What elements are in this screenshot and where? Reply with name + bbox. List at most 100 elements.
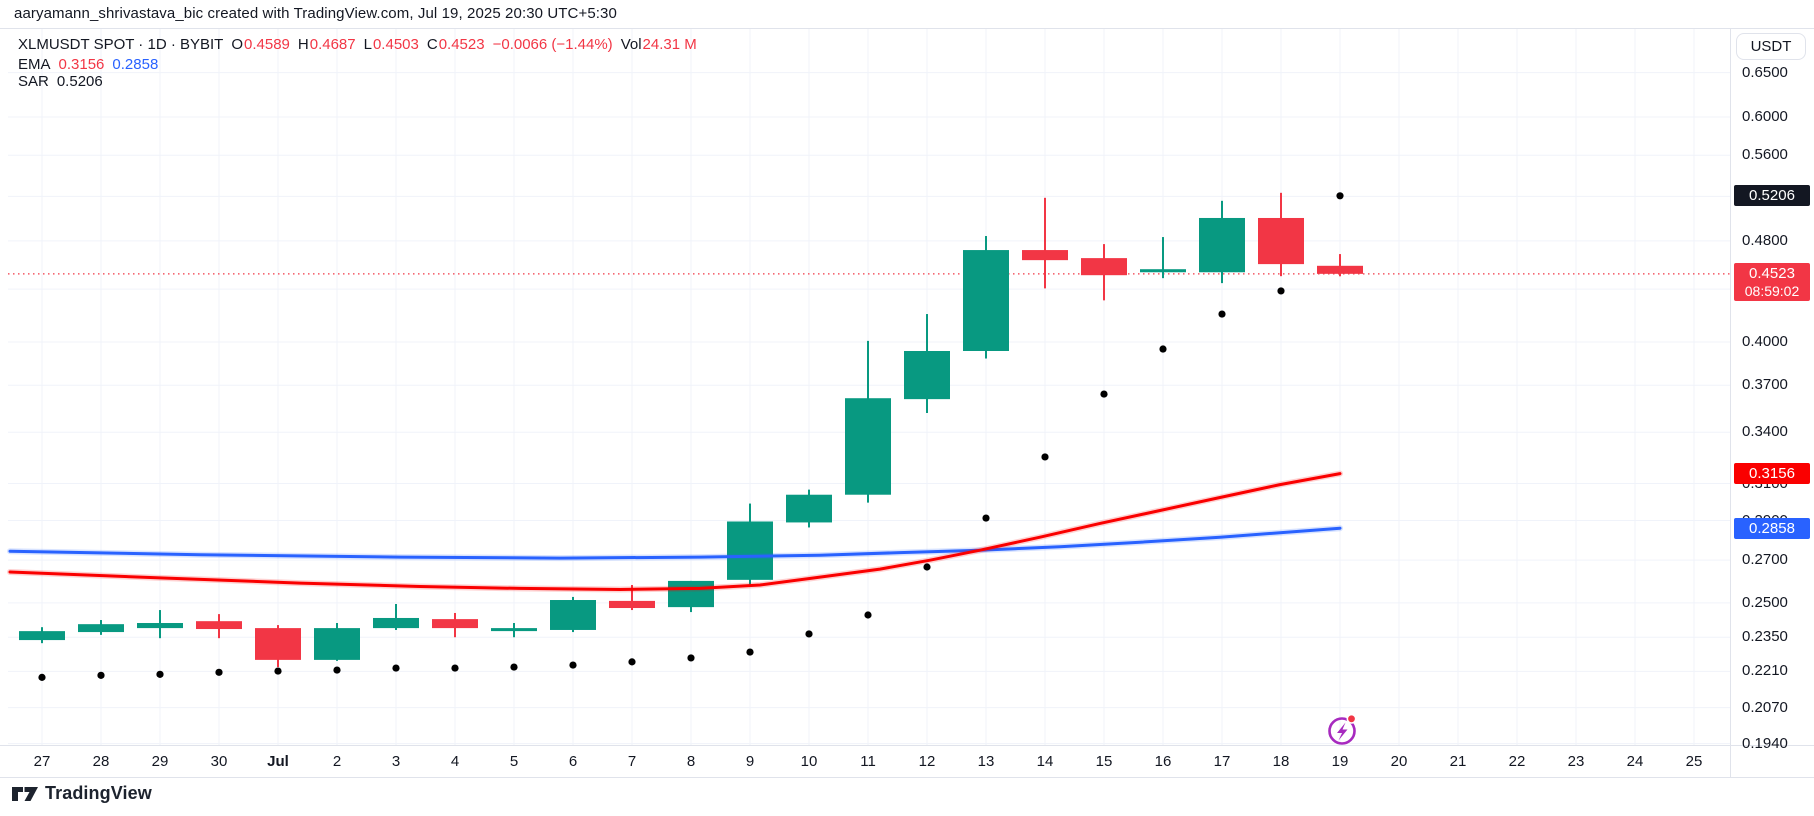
sar-dot	[392, 664, 400, 672]
time-axis-label: 12	[918, 753, 936, 770]
time-axis-label: 5	[509, 753, 519, 770]
time-axis-label: 7	[627, 753, 637, 770]
time-axis-label: 25	[1685, 753, 1703, 770]
price-axis[interactable]: 0.6500 0.6000 0.5600 0.4800 0.4000 0.3700 0.34…	[1730, 28, 1814, 777]
time-axis-label: 6	[568, 753, 578, 770]
time-axis[interactable]: 27 28 29 30 Jul 2 3 4 5 6 7 8 9 10 11 12 13 14 15 16 17 18 19 2…	[0, 745, 1730, 777]
time-axis-label: 21	[1449, 753, 1467, 770]
candle-body	[668, 580, 714, 608]
candle-body	[1258, 217, 1304, 265]
price-axis-label: 0.5600	[1742, 146, 1788, 164]
sar-dot	[156, 670, 164, 678]
ohlc-close: C 0.4523	[426, 36, 485, 53]
sar-dot	[1041, 453, 1049, 461]
sar-dot	[451, 664, 459, 672]
time-axis-label: 15	[1095, 753, 1113, 770]
candle-body	[1199, 217, 1245, 273]
time-axis-label: 16	[1154, 753, 1172, 770]
sar-dot	[982, 514, 990, 522]
sar-value: 0.5206	[56, 73, 103, 90]
ema-slow-value: 0.2858	[112, 56, 159, 73]
ema-label: EMA	[18, 56, 51, 73]
sar-dot	[628, 658, 636, 666]
tradingview-logo-icon	[12, 786, 38, 801]
time-axis-label: 3	[391, 753, 401, 770]
time-axis-label: 22	[1508, 753, 1526, 770]
sar-dot	[1277, 287, 1285, 295]
price-axis-label: 0.6500	[1742, 63, 1788, 81]
candle-body	[432, 619, 478, 629]
currency-unit-button[interactable]: USDT	[1736, 33, 1806, 60]
ohlc-high: H 0.4687	[297, 36, 356, 53]
time-axis-label: 11	[860, 753, 876, 770]
flash-event-icon[interactable]	[1328, 713, 1357, 745]
sar-dot	[1159, 345, 1167, 353]
sar-dot	[805, 630, 813, 638]
price-axis-label: 0.2070	[1742, 698, 1788, 716]
sar-dot	[687, 654, 695, 662]
last-price-badge: 0.4523 08:59:02	[1734, 262, 1810, 301]
ohlc-open: O 0.4589	[231, 36, 290, 53]
time-axis-label: 19	[1331, 753, 1349, 770]
time-axis-label: 29	[151, 753, 169, 770]
sar-legend-row[interactable]: SAR 0.5206	[18, 73, 103, 90]
sar-dot	[333, 666, 341, 674]
time-axis-label: 30	[210, 753, 228, 770]
time-axis-label: 13	[977, 753, 995, 770]
candle-body	[550, 600, 596, 630]
sar-dot	[746, 648, 754, 656]
ema-legend-row[interactable]: EMA 0.3156 0.2858	[18, 56, 158, 73]
tradingview-brand-text: TradingView	[45, 783, 152, 803]
ema-fast-value: 0.3156	[58, 56, 105, 73]
ema-fast-line-glow	[7, 470, 1343, 593]
sar-dot	[864, 611, 872, 619]
price-axis-label: 0.2350	[1742, 628, 1788, 646]
sar-dot	[923, 563, 931, 571]
price-axis-label: 0.3700	[1742, 376, 1788, 394]
candle-body	[1081, 258, 1127, 276]
price-axis-label: 0.6000	[1742, 108, 1788, 125]
sar-price-badge: 0.5206	[1734, 185, 1810, 207]
sar-dot	[569, 661, 577, 669]
symbol-title[interactable]: XLMUSDT SPOT · 1D · BYBIT	[18, 36, 224, 53]
ema-fast-line	[8, 472, 1342, 591]
time-axis-label: 14	[1036, 753, 1054, 770]
time-axis-label: 18	[1272, 753, 1290, 770]
candle-body	[786, 494, 832, 523]
ema-slow-badge: 0.2858	[1734, 518, 1810, 540]
price-axis-label: 0.2210	[1742, 662, 1788, 680]
time-axis-label: 9	[745, 753, 755, 770]
candle-body	[491, 628, 537, 632]
time-axis-label: 10	[800, 753, 818, 770]
price-axis-label: 0.2700	[1742, 551, 1788, 569]
footer-branding[interactable]: TradingView	[12, 783, 152, 804]
candle-body	[845, 398, 891, 495]
candle-body	[255, 628, 301, 660]
price-axis-label: 0.4000	[1742, 333, 1788, 351]
ema-fast-badge: 0.3156	[1734, 463, 1810, 485]
time-axis-label: 23	[1567, 753, 1585, 770]
sar-dot	[274, 667, 282, 675]
candle-body	[196, 621, 242, 630]
volume-readout: Vol 24.31 M	[620, 36, 697, 53]
sar-dot	[1100, 390, 1108, 398]
candle-body	[314, 628, 360, 660]
time-axis-label: 28	[92, 753, 110, 770]
price-axis-label: 0.2500	[1742, 593, 1788, 611]
candle-body	[1140, 269, 1186, 273]
candle-body	[1022, 250, 1068, 261]
sar-dot	[510, 663, 518, 671]
symbol-legend-row[interactable]: XLMUSDT SPOT · 1D · BYBIT O 0.4589 H 0.468…	[18, 36, 697, 53]
price-axis-label: 0.4800	[1742, 231, 1788, 249]
time-axis-label: 24	[1626, 753, 1644, 770]
candle-body	[1317, 265, 1363, 274]
candle-body	[727, 521, 773, 580]
ema-slow-line	[8, 526, 1342, 560]
candle-body	[963, 250, 1009, 351]
sar-dot	[215, 668, 223, 676]
time-axis-label: 20	[1390, 753, 1408, 770]
candle-body	[904, 350, 950, 400]
time-axis-label: 4	[450, 753, 460, 770]
